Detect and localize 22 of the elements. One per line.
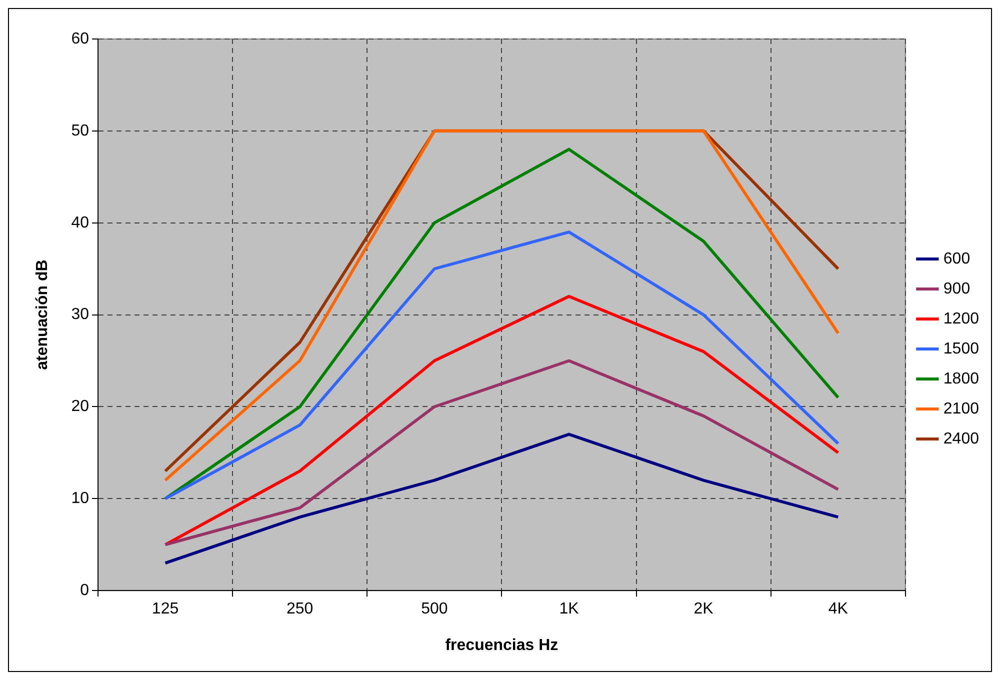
legend-label: 2400	[943, 430, 980, 448]
y-tick-label: 60	[71, 30, 90, 48]
y-tick-label: 0	[80, 582, 90, 600]
x-tick-label: 1K	[559, 600, 580, 618]
x-tick-label: 125	[152, 600, 179, 618]
legend-label: 2100	[943, 400, 980, 418]
legend-label: 600	[943, 250, 970, 268]
y-tick-label: 40	[71, 214, 90, 232]
y-tick-label: 30	[71, 306, 90, 324]
x-tick-label: 500	[421, 600, 448, 618]
x-tick-label: 2K	[694, 600, 714, 618]
legend-label: 900	[943, 280, 970, 298]
y-tick-label: 10	[71, 490, 90, 508]
x-tick-label: 250	[286, 600, 314, 618]
x-axis-title: frecuencias Hz	[445, 636, 558, 654]
y-tick-label: 50	[71, 122, 90, 140]
y-tick-label: 20	[71, 398, 90, 416]
y-axis-title: atenuación dB	[34, 260, 52, 370]
legend-label: 1500	[943, 340, 980, 358]
x-tick-label: 4K	[828, 600, 848, 618]
legend-label: 1800	[943, 370, 980, 388]
legend-label: 1200	[943, 310, 980, 328]
